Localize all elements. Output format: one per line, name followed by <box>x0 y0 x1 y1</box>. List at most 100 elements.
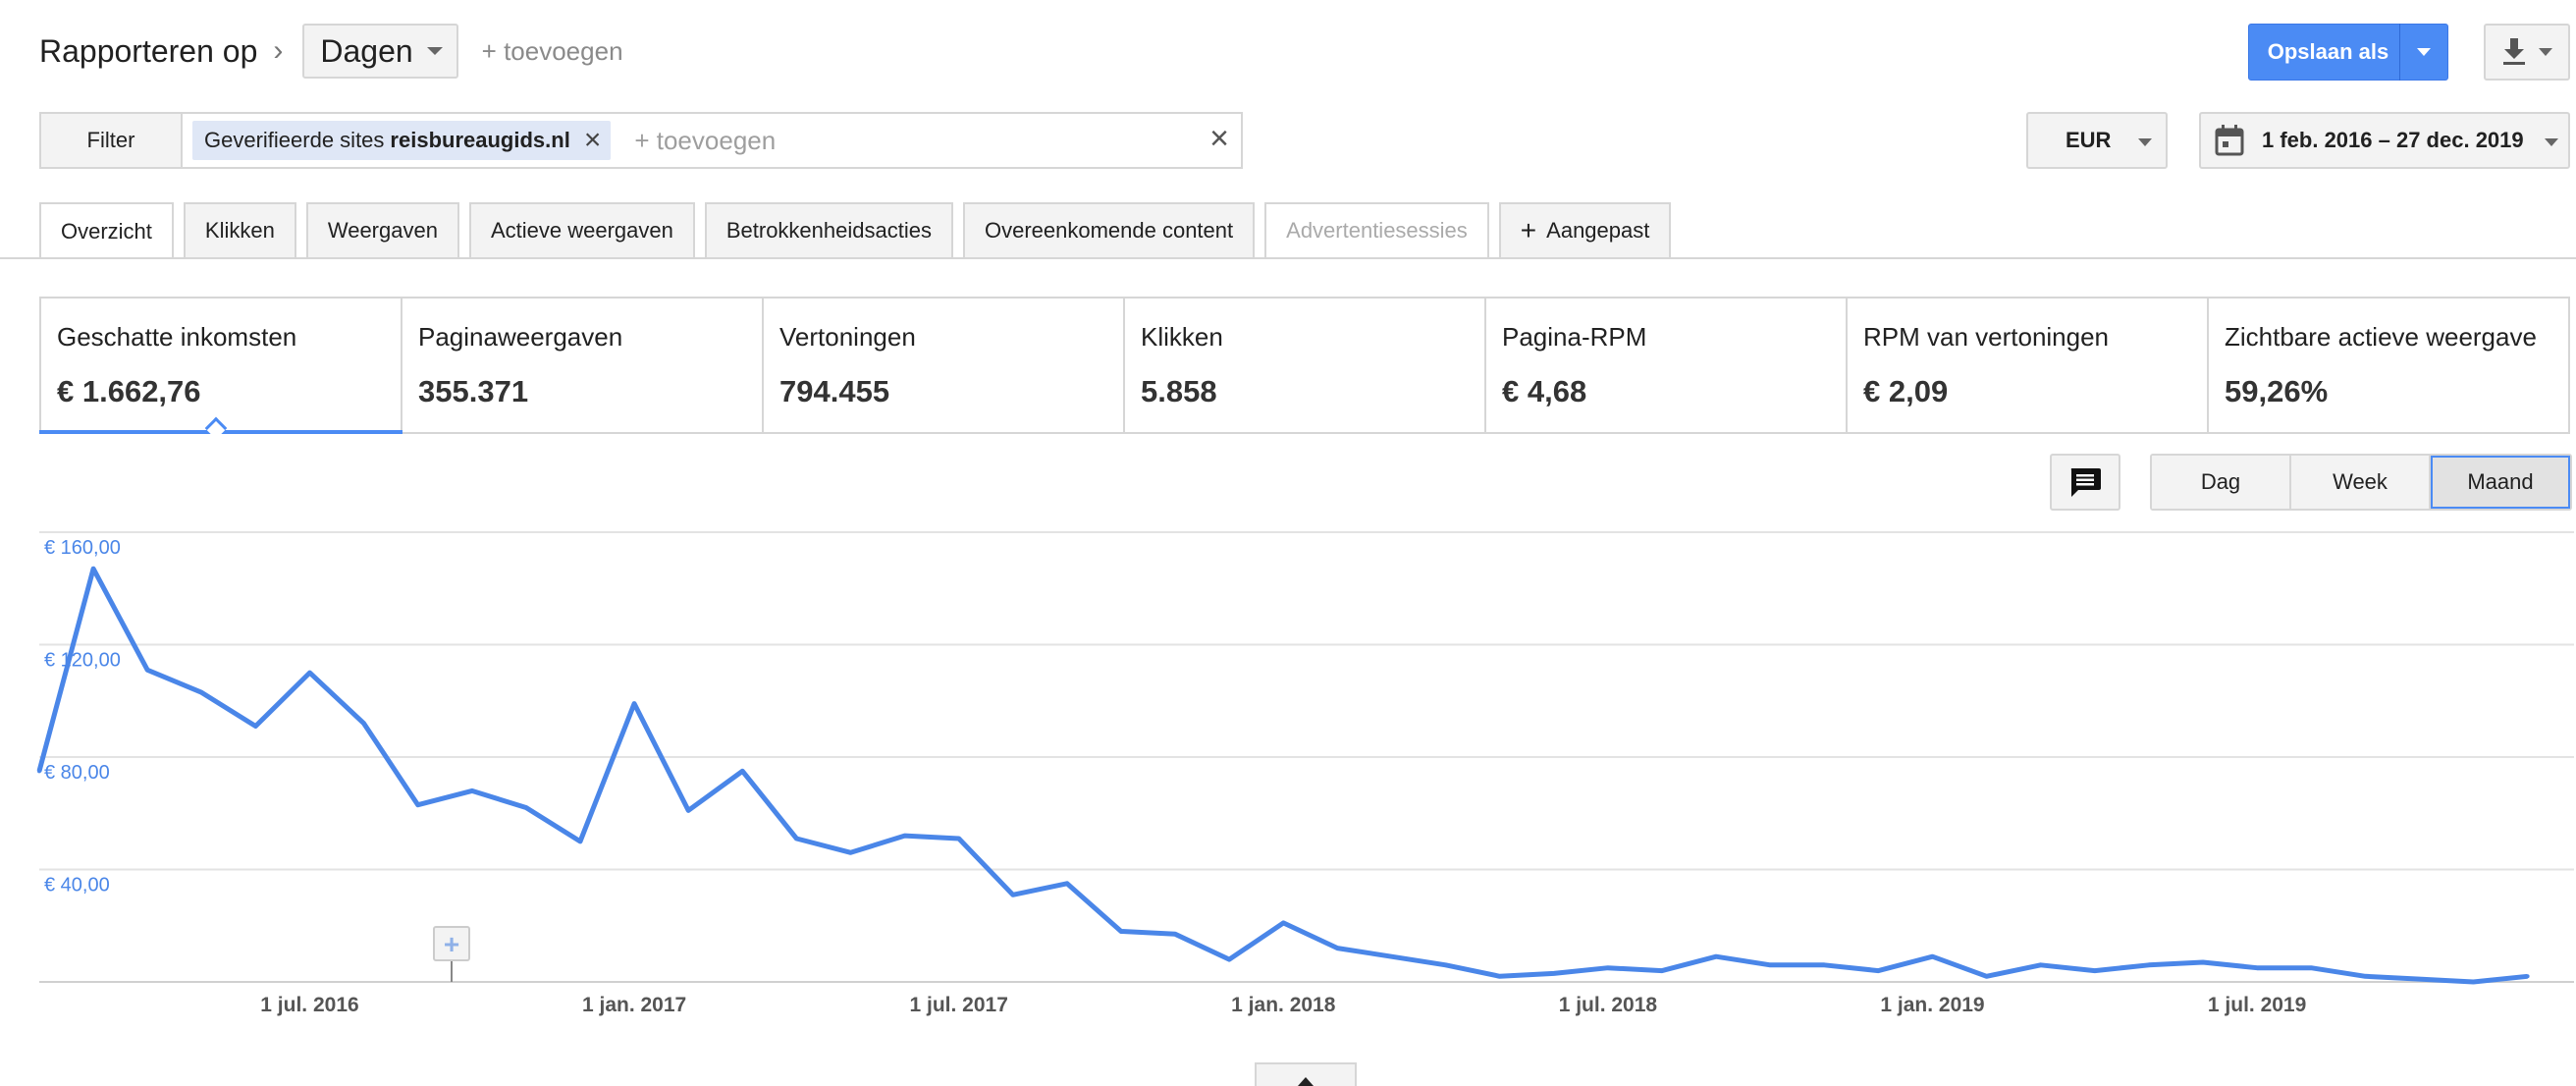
kpi-value: 794.455 <box>779 374 890 408</box>
filter-input-box[interactable]: Geverifieerde sites reisbureaugids.nl × … <box>181 112 1243 169</box>
download-icon <box>2503 38 2525 65</box>
comment-icon <box>2070 468 2101 497</box>
date-range-picker[interactable]: 1 feb. 2016 – 27 dec. 2019 <box>2199 112 2570 169</box>
data-point <box>1984 974 1989 979</box>
data-point <box>1714 954 1719 959</box>
kpi-value: € 2,09 <box>1863 374 1949 408</box>
add-annotation-marker[interactable]: + <box>433 926 470 982</box>
data-point <box>2525 974 2530 979</box>
kpi-value: € 4,68 <box>1502 374 1587 408</box>
data-point <box>632 701 637 706</box>
tabs-divider <box>0 257 2576 259</box>
kpi-impressions[interactable]: Vertoningen 794.455 <box>764 299 1125 432</box>
period-maand-button[interactable]: Maand <box>2431 456 2570 509</box>
kpi-scorecard: Geschatte inkomsten € 1.662,76 Paginawee… <box>39 297 2570 434</box>
currency-dropdown[interactable]: EUR <box>2026 112 2168 169</box>
period-week-button[interactable]: Week <box>2291 456 2431 509</box>
annotation-button[interactable] <box>2050 454 2120 511</box>
x-tick-label: 1 jan. 2018 <box>1231 994 1336 1016</box>
tab-overeenkomende-content[interactable]: Overeenkomende content <box>962 202 1256 257</box>
chevron-down-icon <box>2417 48 2431 56</box>
data-point <box>2471 980 2476 984</box>
kpi-value: 355.371 <box>418 374 529 408</box>
filter-chip: Geverifieerde sites reisbureaugids.nl × <box>192 121 612 160</box>
save-as-dropdown-button[interactable] <box>2400 48 2447 56</box>
tab-advertentiesessies: Advertentiesessies <box>1264 202 1489 257</box>
chevron-down-icon <box>2138 138 2152 146</box>
kpi-page-rpm[interactable]: Pagina-RPM € 4,68 <box>1486 299 1848 432</box>
dimension-dropdown[interactable]: Dagen <box>302 24 458 79</box>
data-point <box>1876 968 1881 973</box>
data-point <box>469 788 474 793</box>
filter-button[interactable]: Filter <box>39 112 181 169</box>
x-axis-labels: 1 jul. 2016 1 jan. 2017 1 jul. 2017 1 jan. … <box>260 994 2306 1016</box>
data-point <box>1930 954 1935 959</box>
kpi-label: Vertoningen <box>779 322 916 352</box>
clear-filters-icon[interactable]: × <box>1209 120 1229 157</box>
data-point <box>1497 974 1502 979</box>
data-point <box>2255 965 2260 970</box>
chevron-right-icon: › <box>273 34 284 67</box>
collapse-chart-button[interactable] <box>1255 1062 1357 1086</box>
data-point <box>794 837 799 842</box>
tab-betrokkenheidsacties[interactable]: Betrokkenheidsacties <box>704 202 953 257</box>
save-as-separator <box>2399 24 2400 81</box>
add-dimension-link[interactable]: + toevoegen <box>481 35 623 66</box>
kpi-estimated-earnings[interactable]: Geschatte inkomsten € 1.662,76 <box>39 299 402 434</box>
chevron-down-icon <box>2545 138 2558 146</box>
kpi-label: RPM van vertoningen <box>1863 322 2110 352</box>
x-tick-label: 1 jan. 2017 <box>582 994 686 1016</box>
data-point <box>578 839 582 843</box>
kpi-clicks[interactable]: Klikken 5.858 <box>1125 299 1486 432</box>
tab-weergaven[interactable]: Weergaven <box>305 202 459 257</box>
data-point <box>1389 954 1394 959</box>
kpi-value: € 1.662,76 <box>57 374 201 408</box>
data-point <box>1173 932 1178 937</box>
data-point <box>1281 920 1286 925</box>
filter-bar: Filter Geverifieerde sites reisbureaugid… <box>39 112 1243 169</box>
period-dag-button[interactable]: Dag <box>2152 456 2291 509</box>
tab-overzicht[interactable]: Overzicht <box>39 202 174 259</box>
kpi-value: 5.858 <box>1141 374 1217 408</box>
data-point <box>415 802 420 807</box>
chevron-down-icon <box>426 47 443 55</box>
kpi-page-views[interactable]: Paginaweergaven 355.371 <box>402 299 764 432</box>
data-point <box>2201 959 2205 964</box>
data-point <box>686 808 691 813</box>
data-point <box>361 721 366 726</box>
data-point <box>2309 965 2314 970</box>
save-as-button[interactable]: Opslaan als <box>2248 24 2448 81</box>
currency-label: EUR <box>2066 128 2112 152</box>
plus-icon: + <box>1520 215 1537 245</box>
download-button[interactable] <box>2484 24 2570 81</box>
tab-aangepast[interactable]: + Aangepast <box>1498 202 1672 257</box>
tab-actieve-weergaven[interactable]: Actieve weergaven <box>468 202 695 257</box>
x-tick-label: 1 jul. 2018 <box>1559 994 1658 1016</box>
remove-filter-icon[interactable]: × <box>583 124 602 156</box>
date-range-label: 1 feb. 2016 – 27 dec. 2019 <box>2262 128 2524 152</box>
period-toggle: Dag Week Maand <box>2150 454 2572 511</box>
kpi-label: Zichtbare actieve weergave <box>2225 322 2537 352</box>
data-point <box>307 671 312 676</box>
kpi-active-view-viewable[interactable]: Zichtbare actieve weergave 59,26% <box>2209 299 2568 432</box>
plus-icon: + <box>444 929 459 959</box>
data-point <box>2417 977 2422 982</box>
data-point <box>199 690 204 695</box>
tab-klikken[interactable]: Klikken <box>183 202 296 257</box>
earnings-line-chart: € 40,00 € 80,00 € 120,00 € 160,00 1 jul. 20… <box>36 531 2574 1016</box>
kpi-label: Klikken <box>1141 322 1223 352</box>
data-point <box>956 837 961 842</box>
data-point <box>253 724 258 729</box>
data-point <box>1551 971 1556 976</box>
y-tick-label: € 80,00 <box>44 762 110 784</box>
kpi-impression-rpm[interactable]: RPM van vertoningen € 2,09 <box>1848 299 2209 432</box>
save-as-label: Opslaan als <box>2267 39 2389 64</box>
data-point <box>902 834 907 839</box>
data-point <box>848 850 853 855</box>
earnings-series-line <box>36 566 2528 985</box>
report-header: Rapporteren op › Dagen + toevoegen <box>39 24 623 79</box>
report-title: Rapporteren op <box>39 32 258 69</box>
data-point <box>1064 881 1069 886</box>
data-point <box>1443 962 1448 967</box>
filter-add-input[interactable]: + toevoegen <box>634 125 777 155</box>
